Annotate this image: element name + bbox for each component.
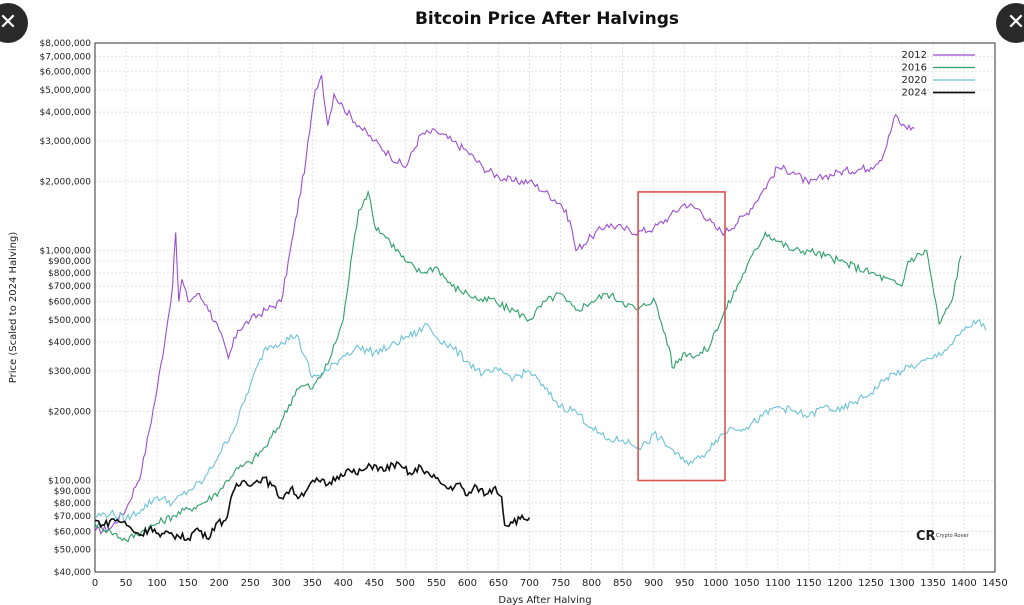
y-tick-label: $100,000 xyxy=(48,477,91,487)
x-axis-ticks: 0 50 100 150 200 250 300 350 400 450 500 550 600 650 7… xyxy=(92,578,1008,589)
x-tick-label: 1000 xyxy=(703,578,728,589)
x-tick-label: 800 xyxy=(582,578,601,589)
x-tick-label: 300 xyxy=(272,578,291,589)
y-tick-label: $500,000 xyxy=(48,316,91,326)
legend-label-2012: 2012 xyxy=(902,50,927,61)
y-tick-label: $3,000,000 xyxy=(39,137,91,147)
close-icon[interactable]: ✕ xyxy=(996,3,1024,43)
y-tick-label: $6,000,000 xyxy=(39,68,91,78)
series-line-2012 xyxy=(94,74,915,535)
x-tick-label: 50 xyxy=(120,578,133,589)
y-axis-ticks: $40,000 $50,000 $60,000 $70,000 $80,000 $90,0… xyxy=(39,39,91,578)
legend-label-2016: 2016 xyxy=(902,63,927,74)
x-tick-label: 1100 xyxy=(765,578,790,589)
x-tick-label: 150 xyxy=(179,578,198,589)
y-tick-label: $60,000 xyxy=(54,528,91,538)
y-tick-label: $600,000 xyxy=(48,298,91,308)
x-axis-label: Days After Halving xyxy=(498,595,591,605)
series-line-2016 xyxy=(94,189,962,543)
legend-label-2024: 2024 xyxy=(902,88,927,99)
x-tick-label: 850 xyxy=(613,578,632,589)
y-tick-label: $4,000,000 xyxy=(39,108,91,118)
watermark-logo: CR Crypto Rover xyxy=(916,529,970,544)
x-tick-label: 700 xyxy=(520,578,539,589)
y-tick-label: $700,000 xyxy=(48,282,91,292)
y-tick-label: $8,000,000 xyxy=(39,39,91,49)
x-tick-label: 250 xyxy=(241,578,260,589)
x-tick-label: 950 xyxy=(675,578,694,589)
x-tick-label: 200 xyxy=(210,578,229,589)
series-line-2024 xyxy=(94,460,531,542)
y-tick-label: $2,000,000 xyxy=(39,177,91,187)
y-axis-label: Price (Scaled to 2024 Halving) xyxy=(8,232,19,384)
x-tick-label: 550 xyxy=(427,578,446,589)
x-tick-label: 100 xyxy=(148,578,167,589)
series-lines xyxy=(94,74,987,543)
annotations xyxy=(637,191,726,482)
grid-lines xyxy=(94,42,996,573)
y-tick-label: $80,000 xyxy=(54,499,91,509)
y-tick-label: $40,000 xyxy=(54,568,91,578)
x-tick-label: 1350 xyxy=(920,578,945,589)
x-tick-label: 400 xyxy=(334,578,353,589)
y-tick-label: $1,000,000 xyxy=(39,247,91,257)
x-tick-label: 0 xyxy=(92,578,98,589)
x-tick-label: 350 xyxy=(303,578,322,589)
y-tick-label: $300,000 xyxy=(48,367,91,377)
series-line-2020 xyxy=(94,319,987,524)
x-tick-label: 1200 xyxy=(827,578,852,589)
plot-area-frame xyxy=(94,42,996,573)
y-tick-label: $900,000 xyxy=(48,257,91,267)
y-tick-label: $400,000 xyxy=(48,338,91,348)
y-tick-label: $90,000 xyxy=(54,487,91,497)
x-tick-label: 1300 xyxy=(889,578,914,589)
x-tick-label: 450 xyxy=(365,578,384,589)
x-tick-label: 750 xyxy=(551,578,570,589)
x-tick-label: 1050 xyxy=(734,578,759,589)
highlight-rectangle xyxy=(637,191,726,482)
x-tick-label: 1250 xyxy=(858,578,883,589)
watermark-text: Crypto Rover xyxy=(936,533,970,539)
y-tick-label: $5,000,000 xyxy=(39,86,91,96)
x-tick-label: 600 xyxy=(458,578,477,589)
y-tick-label: $50,000 xyxy=(54,546,91,556)
watermark-mark: CR xyxy=(916,529,936,544)
x-tick-label: 1150 xyxy=(796,578,821,589)
x-tick-label: 650 xyxy=(489,578,508,589)
x-tick-label: 500 xyxy=(396,578,415,589)
y-tick-label: $7,000,000 xyxy=(39,52,91,62)
legend-label-2020: 2020 xyxy=(902,75,927,86)
x-tick-label: 1450 xyxy=(982,578,1007,589)
y-tick-label: $800,000 xyxy=(48,269,91,279)
chart-title: Bitcoin Price After Halvings xyxy=(415,9,679,29)
x-tick-label: 1400 xyxy=(951,578,976,589)
x-tick-label: 900 xyxy=(644,578,663,589)
y-tick-label: $70,000 xyxy=(54,512,91,522)
y-tick-label: $200,000 xyxy=(48,407,91,417)
